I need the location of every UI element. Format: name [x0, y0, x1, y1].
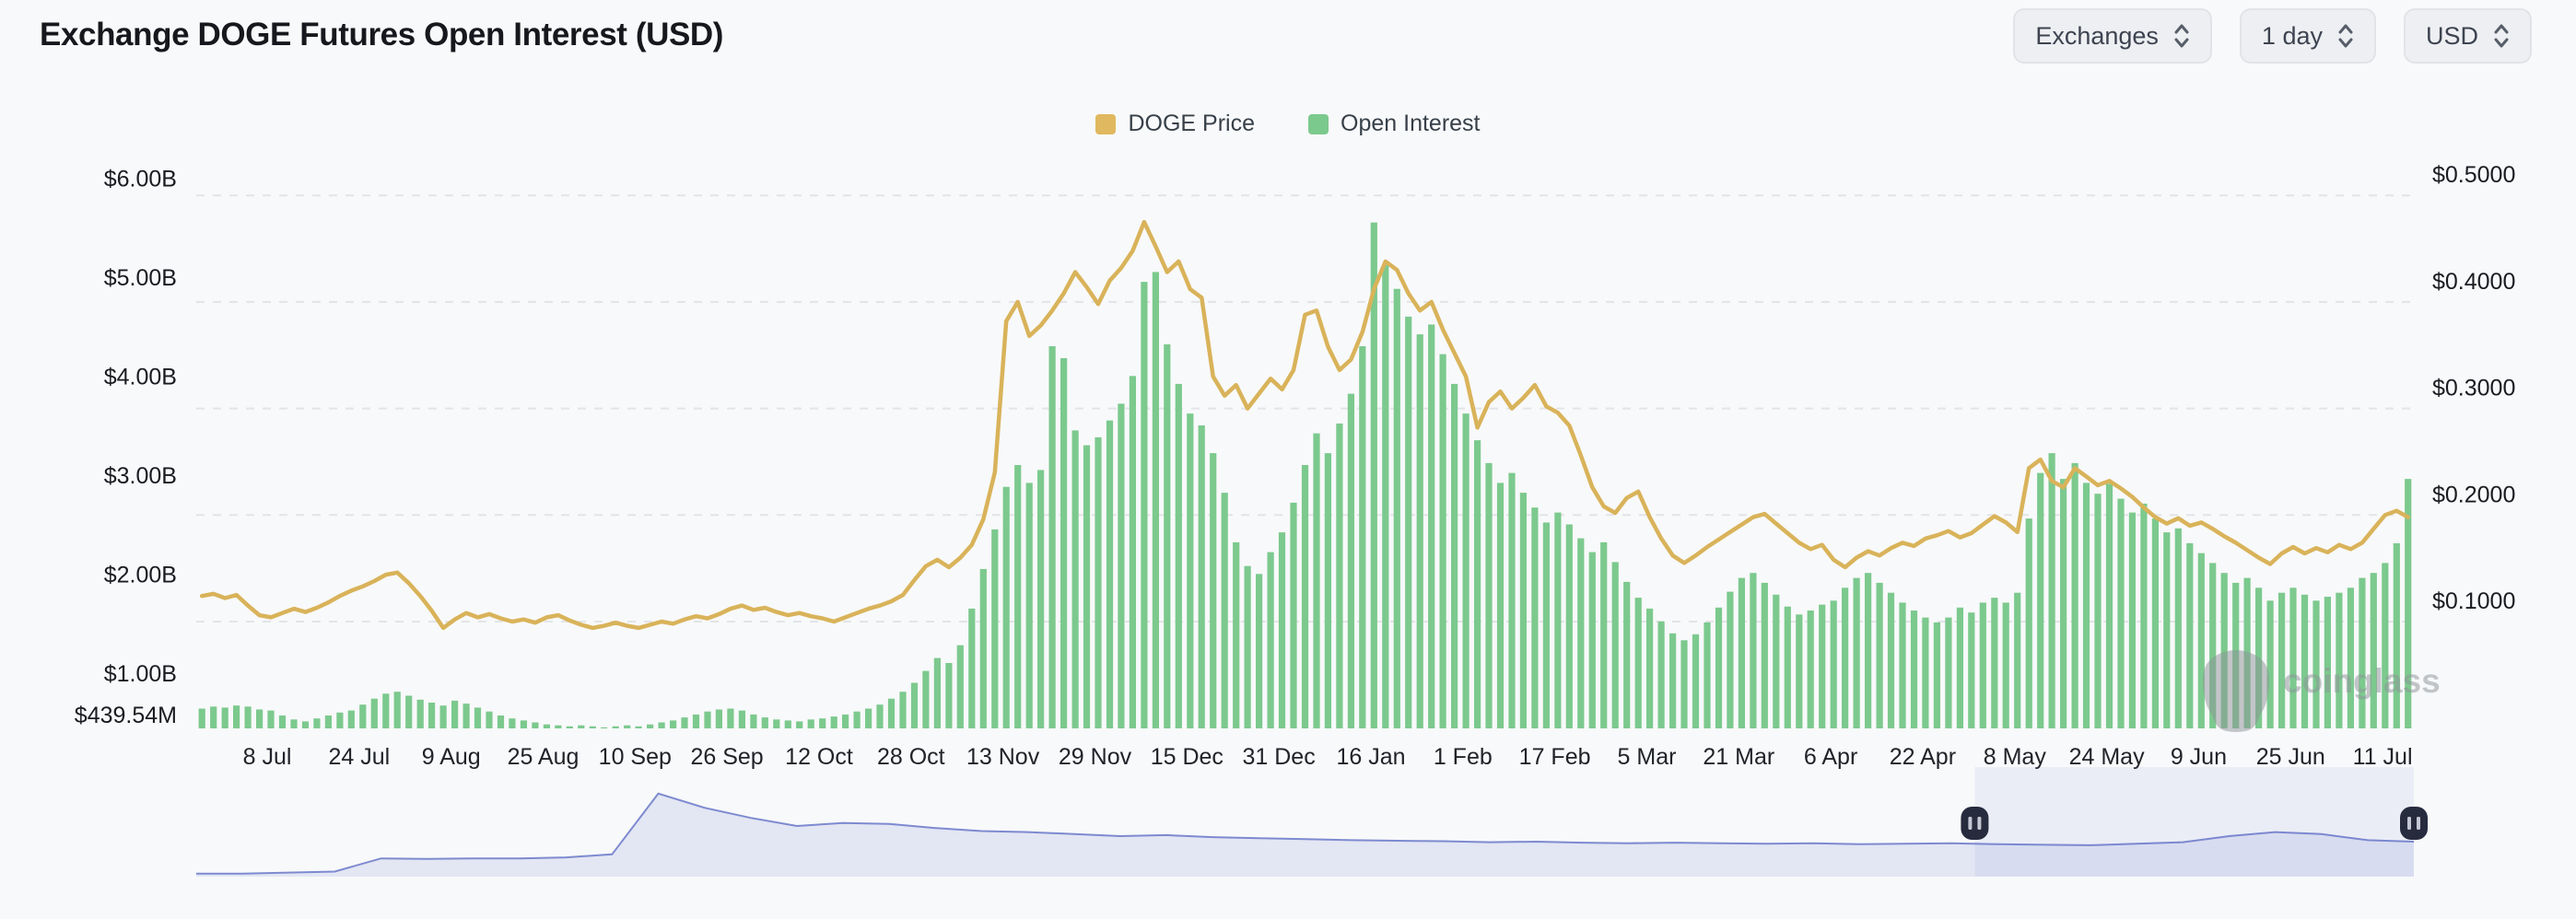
svg-text:$1.00B: $1.00B	[104, 661, 177, 687]
open-interest-bars	[198, 222, 2412, 729]
select-usd[interactable]: USD	[2403, 8, 2532, 64]
svg-text:28 Oct: 28 Oct	[877, 744, 945, 770]
navigator-handle-left[interactable]	[1961, 807, 1989, 840]
svg-text:5 Mar: 5 Mar	[1618, 744, 1677, 770]
chart-controls: Exchanges 1 day USD	[2013, 8, 2532, 64]
svg-text:25 Aug: 25 Aug	[508, 744, 580, 770]
navigator-handle-right[interactable]	[2400, 807, 2428, 840]
chevron-up-down-icon	[2494, 24, 2509, 48]
svg-text:$0.2000: $0.2000	[2432, 482, 2515, 507]
svg-text:$5.00B: $5.00B	[104, 265, 177, 291]
svg-text:8 Jul: 8 Jul	[243, 744, 292, 770]
svg-text:15 Dec: 15 Dec	[1151, 744, 1224, 770]
select-label: USD	[2425, 21, 2478, 50]
svg-text:$3.00B: $3.00B	[104, 463, 177, 489]
select-1-day[interactable]: 1 day	[2239, 8, 2376, 64]
svg-text:12 Oct: 12 Oct	[785, 744, 853, 770]
legend-swatch-icon	[1095, 113, 1117, 134]
page-title: Exchange DOGE Futures Open Interest (USD…	[40, 17, 724, 52]
svg-text:$4.00B: $4.00B	[104, 364, 177, 390]
doge-price-line	[199, 219, 2411, 631]
grid-lines	[196, 194, 2414, 622]
svg-text:$2.00B: $2.00B	[104, 562, 177, 587]
pause-bars-icon	[1968, 817, 1973, 830]
svg-text:21 Mar: 21 Mar	[1703, 744, 1774, 770]
svg-text:29 Nov: 29 Nov	[1059, 744, 1132, 770]
legend-swatch-icon	[1308, 113, 1329, 134]
svg-text:$0.1000: $0.1000	[2432, 588, 2515, 614]
select-exchanges[interactable]: Exchanges	[2013, 8, 2212, 64]
svg-text:$6.00B: $6.00B	[104, 166, 177, 192]
navigator-selected-range[interactable]	[1974, 767, 2414, 877]
navigator-line	[196, 792, 2415, 875]
svg-text:13 Nov: 13 Nov	[966, 744, 1040, 770]
watermark-text: coinglass	[2283, 662, 2441, 700]
svg-text:17 Feb: 17 Feb	[1519, 744, 1591, 770]
svg-text:24 May: 24 May	[2069, 744, 2145, 770]
svg-text:22 Apr: 22 Apr	[1890, 744, 1956, 770]
legend-item-doge-price[interactable]: DOGE Price	[1095, 111, 1255, 137]
svg-text:8 May: 8 May	[1984, 744, 2047, 770]
coinglass-logo-icon	[2203, 650, 2269, 732]
coinglass-watermark: coinglass	[2203, 650, 2441, 732]
legend-label: Open Interest	[1341, 111, 1481, 136]
pause-bars-icon	[1977, 817, 1982, 830]
legend-item-open-interest[interactable]: Open Interest	[1308, 111, 1481, 137]
svg-text:31 Dec: 31 Dec	[1242, 744, 1315, 770]
chart-legend: DOGE Price Open Interest	[0, 111, 2576, 137]
svg-text:$0.4000: $0.4000	[2432, 269, 2515, 295]
svg-text:9 Aug: 9 Aug	[422, 744, 481, 770]
pause-bars-icon	[2407, 817, 2411, 830]
chevron-up-down-icon	[2174, 24, 2189, 48]
svg-text:$0.3000: $0.3000	[2432, 376, 2515, 401]
navigator[interactable]	[196, 767, 2428, 877]
svg-text:9 Jun: 9 Jun	[2171, 744, 2227, 770]
svg-text:24 Jul: 24 Jul	[328, 744, 390, 770]
svg-text:$0.5000: $0.5000	[2432, 162, 2515, 188]
left-axis-labels: $6.00B $5.00B $4.00B $3.00B $2.00B $1.00B $439…	[75, 166, 177, 728]
svg-text:$439.54M: $439.54M	[75, 703, 177, 728]
legend-label: DOGE Price	[1128, 111, 1256, 136]
svg-text:25 Jun: 25 Jun	[2256, 744, 2325, 770]
svg-text:6 Apr: 6 Apr	[1804, 744, 1857, 770]
svg-text:10 Sep: 10 Sep	[599, 744, 672, 770]
x-axis-labels: 8 Jul 24 Jul 9 Aug 25 Aug 10 Sep 26 Sep 12 Oct…	[243, 744, 2413, 770]
right-axis-labels: $0.5000 $0.4000 $0.3000 $0.2000 $0.1000	[2432, 162, 2515, 614]
select-label: Exchanges	[2035, 21, 2159, 50]
svg-text:26 Sep: 26 Sep	[690, 744, 763, 770]
select-label: 1 day	[2261, 21, 2323, 50]
svg-text:11 Jul: 11 Jul	[2353, 744, 2413, 770]
chevron-up-down-icon	[2338, 24, 2353, 48]
pause-bars-icon	[2417, 817, 2420, 830]
svg-text:1 Feb: 1 Feb	[1434, 744, 1493, 770]
navigator-area	[196, 793, 2414, 877]
svg-text:16 Jan: 16 Jan	[1336, 744, 1405, 770]
